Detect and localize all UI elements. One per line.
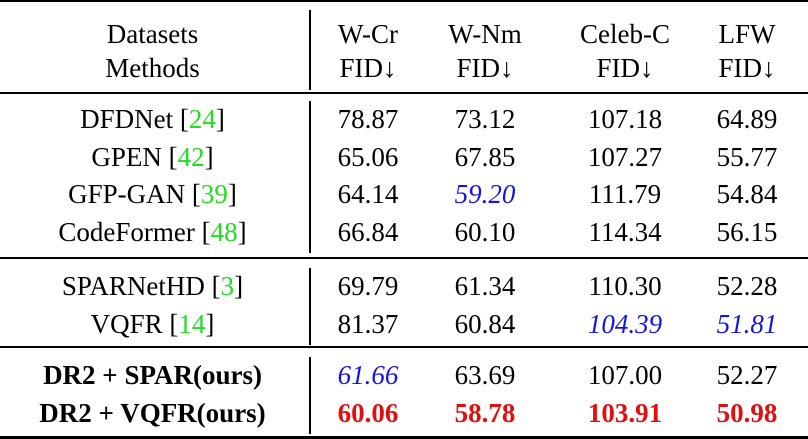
fid-value: 56.15 xyxy=(716,216,778,247)
citation-link[interactable]: 42 xyxy=(177,141,205,172)
fid-value: 60.84 xyxy=(454,308,516,339)
fid-value: 52.28 xyxy=(716,271,778,301)
column-divider xyxy=(309,10,311,90)
method-label: CodeFormer xyxy=(58,216,195,247)
header-datasets: Datasets xyxy=(106,19,199,49)
fid-value: 50.98 xyxy=(716,397,778,428)
table-row: GPEN [42] 65.06 67.85 107.27 55.77 xyxy=(0,139,808,176)
fid-value: 60.06 xyxy=(337,397,399,428)
header-row-2: Methods FID↓ FID↓ FID↓ FID↓ xyxy=(0,50,808,87)
table-row: CodeFormer [48] 66.84 60.10 114.34 56.15 xyxy=(0,214,808,251)
fid-value: 104.39 xyxy=(587,308,663,339)
fid-value: 55.77 xyxy=(716,141,778,172)
fid-value: 64.14 xyxy=(337,179,399,209)
header-fid: FID↓ xyxy=(596,53,654,83)
column-divider xyxy=(309,101,311,253)
fid-value: 60.10 xyxy=(454,216,516,247)
method-label: GFP-GAN xyxy=(68,179,186,209)
fid-value: 107.18 xyxy=(587,104,663,134)
table-row: SPARNetHD [3] 69.79 61.34 110.30 52.28 xyxy=(0,268,808,305)
citation-link[interactable]: 39 xyxy=(200,179,228,209)
fid-value: 63.69 xyxy=(454,360,516,390)
method-name: DR2 + VQFR(ours) xyxy=(0,395,305,432)
top-rule xyxy=(0,0,808,2)
fid-value: 61.34 xyxy=(454,271,516,301)
fid-value: 52.27 xyxy=(716,360,778,390)
bottom-rule xyxy=(0,436,808,439)
header-celeb-c: Celeb-C xyxy=(580,19,670,49)
method-name: VQFR [14] xyxy=(90,308,215,339)
citation-link[interactable]: 3 xyxy=(220,271,235,301)
table-row: DFDNet [24] 78.87 73.12 107.18 64.89 xyxy=(0,101,808,138)
header-lfw: LFW xyxy=(718,19,776,49)
fid-value: 111.79 xyxy=(588,179,662,209)
fid-value: 107.27 xyxy=(587,141,663,172)
fid-value: 103.91 xyxy=(587,397,663,428)
method-label: DFDNet xyxy=(80,104,174,134)
header-fid: FID↓ xyxy=(718,53,776,83)
header-w-cr: W-Cr xyxy=(338,19,398,49)
table-row: GFP-GAN [39] 64.14 59.20 111.79 54.84 xyxy=(0,176,808,213)
citation-link[interactable]: 24 xyxy=(188,104,216,134)
header-row-1: Datasets W-Cr W-Nm Celeb-C LFW xyxy=(0,16,808,53)
table-row: DR2 + VQFR(ours) 60.06 58.78 103.91 50.98 xyxy=(0,395,808,432)
header-fid: FID↓ xyxy=(456,53,514,83)
fid-value: 110.30 xyxy=(588,271,662,301)
fid-value: 66.84 xyxy=(337,216,399,247)
column-divider xyxy=(309,357,311,434)
method-name: DFDNet [24] xyxy=(80,104,225,134)
citation-link[interactable]: 14 xyxy=(178,308,206,339)
fid-value: 51.81 xyxy=(716,308,778,339)
fid-value: 81.37 xyxy=(337,308,399,339)
header-methods: Methods xyxy=(105,53,200,83)
fid-value: 107.00 xyxy=(587,360,663,390)
table-row: DR2 + SPAR(ours) 61.66 63.69 107.00 52.27 xyxy=(0,357,808,394)
method-label: DR2 + SPAR(ours) xyxy=(43,360,262,390)
table-row: VQFR [14] 81.37 60.84 104.39 51.81 xyxy=(0,306,808,343)
fid-value: 65.06 xyxy=(337,141,399,172)
header-rule xyxy=(0,92,808,94)
method-name: SPARNetHD [3] xyxy=(61,271,244,301)
fid-value: 114.34 xyxy=(588,216,662,247)
group-rule xyxy=(0,346,808,348)
fid-value: 59.20 xyxy=(454,179,516,209)
fid-value: 78.87 xyxy=(337,104,399,134)
fid-value: 54.84 xyxy=(716,179,778,209)
method-label: VQFR xyxy=(90,308,163,339)
method-name: DR2 + SPAR(ours) xyxy=(0,357,305,394)
fid-value: 69.79 xyxy=(337,271,399,301)
header-w-nm: W-Nm xyxy=(448,19,522,49)
method-name: GPEN [42] xyxy=(91,141,214,172)
group-rule xyxy=(0,257,808,259)
fid-value: 64.89 xyxy=(716,104,778,134)
method-name: GFP-GAN [39] xyxy=(68,179,237,209)
header-fid: FID↓ xyxy=(339,53,397,83)
method-label: SPARNetHD xyxy=(61,271,205,301)
method-name: CodeFormer [48] xyxy=(58,216,247,247)
method-label: DR2 + VQFR(ours) xyxy=(39,397,266,428)
fid-value: 73.12 xyxy=(454,104,516,134)
citation-link[interactable]: 48 xyxy=(210,216,238,247)
fid-value: 61.66 xyxy=(337,360,399,390)
fid-value: 67.85 xyxy=(454,141,516,172)
column-divider xyxy=(309,268,311,345)
method-label: GPEN xyxy=(91,141,162,172)
fid-value: 58.78 xyxy=(454,397,516,428)
